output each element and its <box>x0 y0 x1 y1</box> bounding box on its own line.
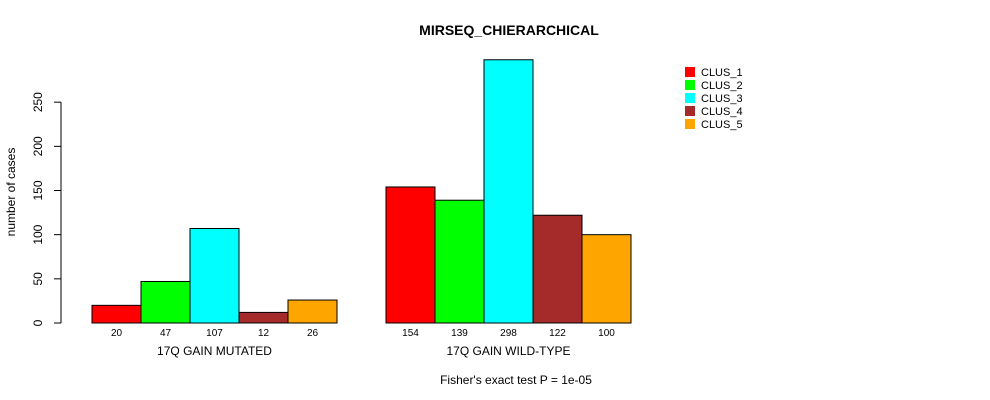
footnote: Fisher's exact test P = 1e-05 <box>440 373 592 387</box>
legend-swatch <box>685 80 695 90</box>
bars: 20 47 107 12 26 154 139 298 122 100 <box>91 59 632 339</box>
y-tick-label: 50 <box>31 272 45 286</box>
legend-label: CLUS_1 <box>701 67 743 79</box>
bar-clus-4 <box>238 311 289 324</box>
y-tick-label: 200 <box>31 136 45 156</box>
legend-swatch <box>685 119 695 129</box>
group-labels: 17Q GAIN MUTATED 17Q GAIN WILD-TYPE <box>157 344 570 358</box>
bar-clus-3 <box>189 227 240 324</box>
bar-value-label: 154 <box>402 328 419 339</box>
y-tick-label: 250 <box>31 92 45 112</box>
bar-clus-4 <box>532 214 583 324</box>
bar-value-label: 47 <box>160 328 172 339</box>
bar-value-label: 12 <box>258 328 270 339</box>
group-label: 17Q GAIN WILD-TYPE <box>446 344 570 358</box>
bar-clus-5 <box>287 299 338 324</box>
bar-clus-5 <box>581 234 632 324</box>
bar-value-label: 298 <box>500 328 517 339</box>
bar-value-label: 122 <box>549 328 566 339</box>
legend-swatch <box>685 93 695 103</box>
bar-clus-1 <box>91 304 142 324</box>
legend-label: CLUS_5 <box>701 119 743 131</box>
bar-value-label: 20 <box>111 328 123 339</box>
bar-clus-3 <box>483 59 534 324</box>
legend-swatch <box>685 67 695 77</box>
chart-title: MIRSEQ_CHIERARCHICAL <box>419 22 599 38</box>
y-tick-label: 100 <box>31 224 45 244</box>
bar-clus-2 <box>140 280 191 324</box>
bar-clus-1 <box>385 186 436 324</box>
y-axis-label: number of cases <box>4 148 18 237</box>
bar-value-label: 26 <box>307 328 319 339</box>
y-axis: 0 50 100 150 200 250 <box>31 92 62 326</box>
legend-label: CLUS_3 <box>701 93 743 105</box>
bar-value-label: 107 <box>206 328 223 339</box>
bar-clus-2 <box>434 199 485 324</box>
y-tick-label: 0 <box>31 319 45 326</box>
legend-label: CLUS_4 <box>701 106 743 118</box>
group-label: 17Q GAIN MUTATED <box>157 344 272 358</box>
y-tick-label: 150 <box>31 180 45 200</box>
bar-value-label: 100 <box>598 328 615 339</box>
legend-swatch <box>685 106 695 116</box>
bar-value-label: 139 <box>451 328 468 339</box>
legend-label: CLUS_2 <box>701 80 743 92</box>
